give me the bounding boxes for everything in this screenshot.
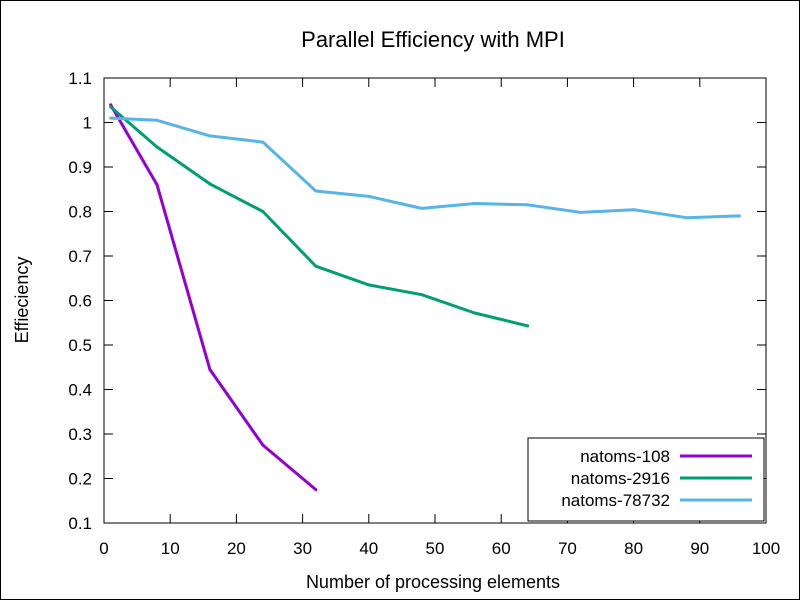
data-point-natoms-78732 <box>367 194 371 198</box>
data-point-natoms-78732 <box>473 201 477 205</box>
x-tick-label: 0 <box>99 539 108 558</box>
data-point-natoms-2916 <box>420 293 424 297</box>
data-point-natoms-108 <box>155 183 159 187</box>
x-axis-label: Number of processing elements <box>306 572 560 592</box>
x-tick-label: 90 <box>690 539 709 558</box>
data-point-natoms-78732 <box>109 116 113 120</box>
y-tick-label: 0.3 <box>68 425 92 444</box>
x-tick-label: 40 <box>359 539 378 558</box>
x-tick-label: 50 <box>426 539 445 558</box>
legend-label: natoms-78732 <box>561 491 670 510</box>
y-tick-label: 0.2 <box>68 470 92 489</box>
x-tick-label: 70 <box>558 539 577 558</box>
x-tick-label: 20 <box>227 539 246 558</box>
y-tick-label: 0.8 <box>68 203 92 222</box>
y-tick-label: 1 <box>83 114 92 133</box>
data-point-natoms-78732 <box>261 140 265 144</box>
legend: natoms-108 natoms-2916 natoms-78732 <box>527 437 765 522</box>
y-tick-label: 0.6 <box>68 292 92 311</box>
data-point-natoms-78732 <box>155 118 159 122</box>
data-point-natoms-108 <box>208 367 212 371</box>
y-tick-label: 0.4 <box>68 381 92 400</box>
data-point-natoms-78732 <box>738 214 742 218</box>
plot-frame <box>103 77 767 524</box>
legend-label: natoms-108 <box>580 447 670 466</box>
chart-title: Parallel Efficiency with MPI <box>301 27 565 52</box>
y-tick-label: 0.1 <box>68 514 92 533</box>
y-axis-label: Effieciency <box>12 257 32 344</box>
data-point-natoms-2916 <box>473 311 477 315</box>
data-point-natoms-78732 <box>632 208 636 212</box>
data-point-natoms-78732 <box>526 203 530 207</box>
data-point-natoms-78732 <box>208 134 212 138</box>
data-point-natoms-2916 <box>261 210 265 213</box>
data-point-natoms-2916 <box>314 264 318 268</box>
data-point-natoms-2916 <box>109 105 113 109</box>
x-tick-label: 10 <box>161 539 180 558</box>
x-tick-label: 100 <box>752 539 780 558</box>
data-point-natoms-2916 <box>208 182 212 186</box>
data-point-natoms-2916 <box>155 145 159 149</box>
legend-label: natoms-2916 <box>571 469 670 488</box>
x-tick-label: 30 <box>293 539 312 558</box>
data-point-natoms-78732 <box>579 210 583 214</box>
y-tick-label: 0.9 <box>68 158 92 177</box>
data-point-natoms-108 <box>109 103 113 107</box>
y-tick-label: 1.1 <box>68 69 92 88</box>
x-tick-label: 80 <box>624 539 643 558</box>
data-point-natoms-78732 <box>420 206 424 210</box>
x-tick-label: 60 <box>492 539 511 558</box>
y-tick-label: 0.5 <box>68 336 92 355</box>
data-point-natoms-108 <box>261 443 265 447</box>
data-point-natoms-2916 <box>367 283 371 287</box>
data-point-natoms-78732 <box>685 216 689 220</box>
y-tick-label: 0.7 <box>68 247 92 266</box>
data-point-natoms-78732 <box>314 189 318 193</box>
data-point-natoms-108 <box>314 488 318 492</box>
data-point-natoms-2916 <box>526 324 530 328</box>
